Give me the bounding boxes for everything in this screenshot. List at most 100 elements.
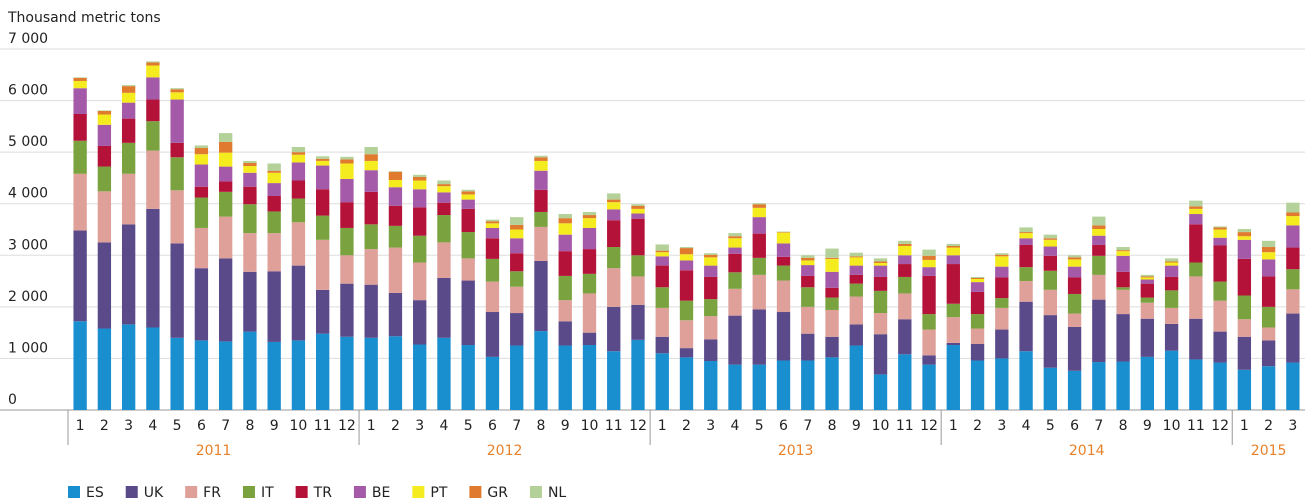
legend-swatch — [353, 486, 366, 498]
bar-segment — [1189, 206, 1203, 209]
bar-segment — [1043, 289, 1057, 316]
bar-segment — [1019, 301, 1033, 352]
x-tick-label: 6 — [197, 418, 206, 434]
bar-segment — [1067, 293, 1082, 314]
bar-segment — [121, 102, 136, 119]
bar-segment — [873, 290, 888, 314]
bar-segment — [485, 312, 500, 357]
y-tick-label: 7 000 — [8, 31, 48, 47]
x-tick-label: 11 — [605, 418, 623, 434]
bar-segment — [1140, 279, 1155, 284]
bar-segment — [970, 360, 985, 410]
bar-segment — [1067, 266, 1082, 278]
bar-segment — [995, 298, 1009, 308]
bar-segment — [995, 277, 1009, 299]
bar-segment — [922, 255, 936, 260]
bar-segment — [801, 265, 815, 276]
bar-segment — [1019, 232, 1033, 234]
x-tick-label: 8 — [245, 418, 254, 434]
bar-segment — [1092, 255, 1106, 275]
bar-segment — [1164, 323, 1179, 351]
bar-segment — [607, 199, 621, 203]
legend-label: GR — [487, 485, 508, 501]
bar-segment — [1286, 212, 1300, 217]
bar-segment — [607, 209, 621, 221]
bar-segment — [776, 265, 791, 281]
bar-segment — [1213, 331, 1227, 363]
bar-segment — [1043, 315, 1057, 368]
legend-label: IT — [261, 485, 274, 501]
bar-segment — [655, 252, 669, 257]
bar-segment — [97, 110, 112, 111]
bar-segment — [485, 258, 500, 282]
bar-segment — [146, 61, 160, 63]
bar-segment — [1213, 362, 1227, 410]
bar-segment — [728, 272, 742, 289]
bar-segment — [1189, 262, 1203, 277]
bar-segment — [437, 186, 451, 193]
bar-segment — [825, 357, 839, 410]
legend-swatch — [68, 486, 80, 498]
bar-segment — [728, 364, 742, 410]
bar-segment — [364, 146, 378, 155]
bar-segment — [534, 160, 548, 171]
bar-segment — [1067, 326, 1082, 371]
bar-segment — [946, 247, 960, 256]
bar-segment — [801, 257, 815, 261]
bar-segment — [1164, 350, 1179, 410]
x-tick-label: 3 — [997, 418, 1006, 434]
bar-segment — [1019, 351, 1033, 410]
bar-segment — [825, 248, 839, 258]
bar-segment — [97, 191, 112, 243]
x-tick-label: 10 — [290, 418, 308, 434]
bar-segment — [631, 205, 645, 209]
bar-segment — [121, 324, 136, 410]
bar-segment — [340, 156, 354, 160]
bar-segment — [194, 154, 209, 165]
bar-segment — [1043, 255, 1057, 271]
bar-segment — [1116, 250, 1130, 252]
bar-segment — [340, 336, 354, 410]
bar-segment — [291, 146, 306, 153]
bar-segment — [485, 221, 500, 224]
x-tick-label: 7 — [512, 418, 521, 434]
x-tick-label: 4 — [439, 418, 448, 434]
bar-segment — [582, 293, 597, 333]
bar-segment — [388, 336, 403, 410]
bar-segment — [267, 172, 281, 184]
bar-segment — [849, 324, 863, 346]
bar-segment — [1140, 318, 1155, 357]
bar-segment — [510, 224, 524, 230]
bar-segment — [267, 341, 281, 410]
bar-segment — [946, 342, 960, 346]
bar-segment — [655, 307, 669, 337]
bar-segment — [970, 328, 985, 344]
bar-segment — [776, 312, 791, 361]
x-tick-label: 12 — [338, 418, 356, 434]
bar-segment — [437, 337, 451, 410]
bar-segment — [340, 283, 354, 337]
bar-segment — [534, 155, 548, 158]
bar-segment — [146, 327, 160, 410]
bar-segment — [243, 166, 257, 173]
bar-segment — [679, 247, 694, 249]
group-label: 2012 — [487, 443, 523, 459]
bar-segment — [1261, 247, 1276, 253]
bar-segment — [1116, 287, 1130, 290]
bar-segment — [752, 364, 766, 410]
bar-segment — [170, 142, 184, 158]
bar-segment — [728, 288, 742, 316]
bar-segment — [898, 293, 912, 320]
bar-segment — [704, 257, 718, 266]
bar-segment — [73, 113, 87, 141]
bar-segment — [752, 257, 766, 275]
bar-segment — [1116, 247, 1130, 251]
bar-segment — [1237, 258, 1252, 296]
bar-segment — [704, 339, 718, 362]
bar-segment — [752, 309, 766, 365]
bar-segment — [1043, 238, 1057, 240]
bar-segment — [316, 156, 330, 159]
bar-segment — [728, 315, 742, 365]
bar-segment — [316, 160, 330, 166]
bar-segment — [558, 251, 572, 276]
